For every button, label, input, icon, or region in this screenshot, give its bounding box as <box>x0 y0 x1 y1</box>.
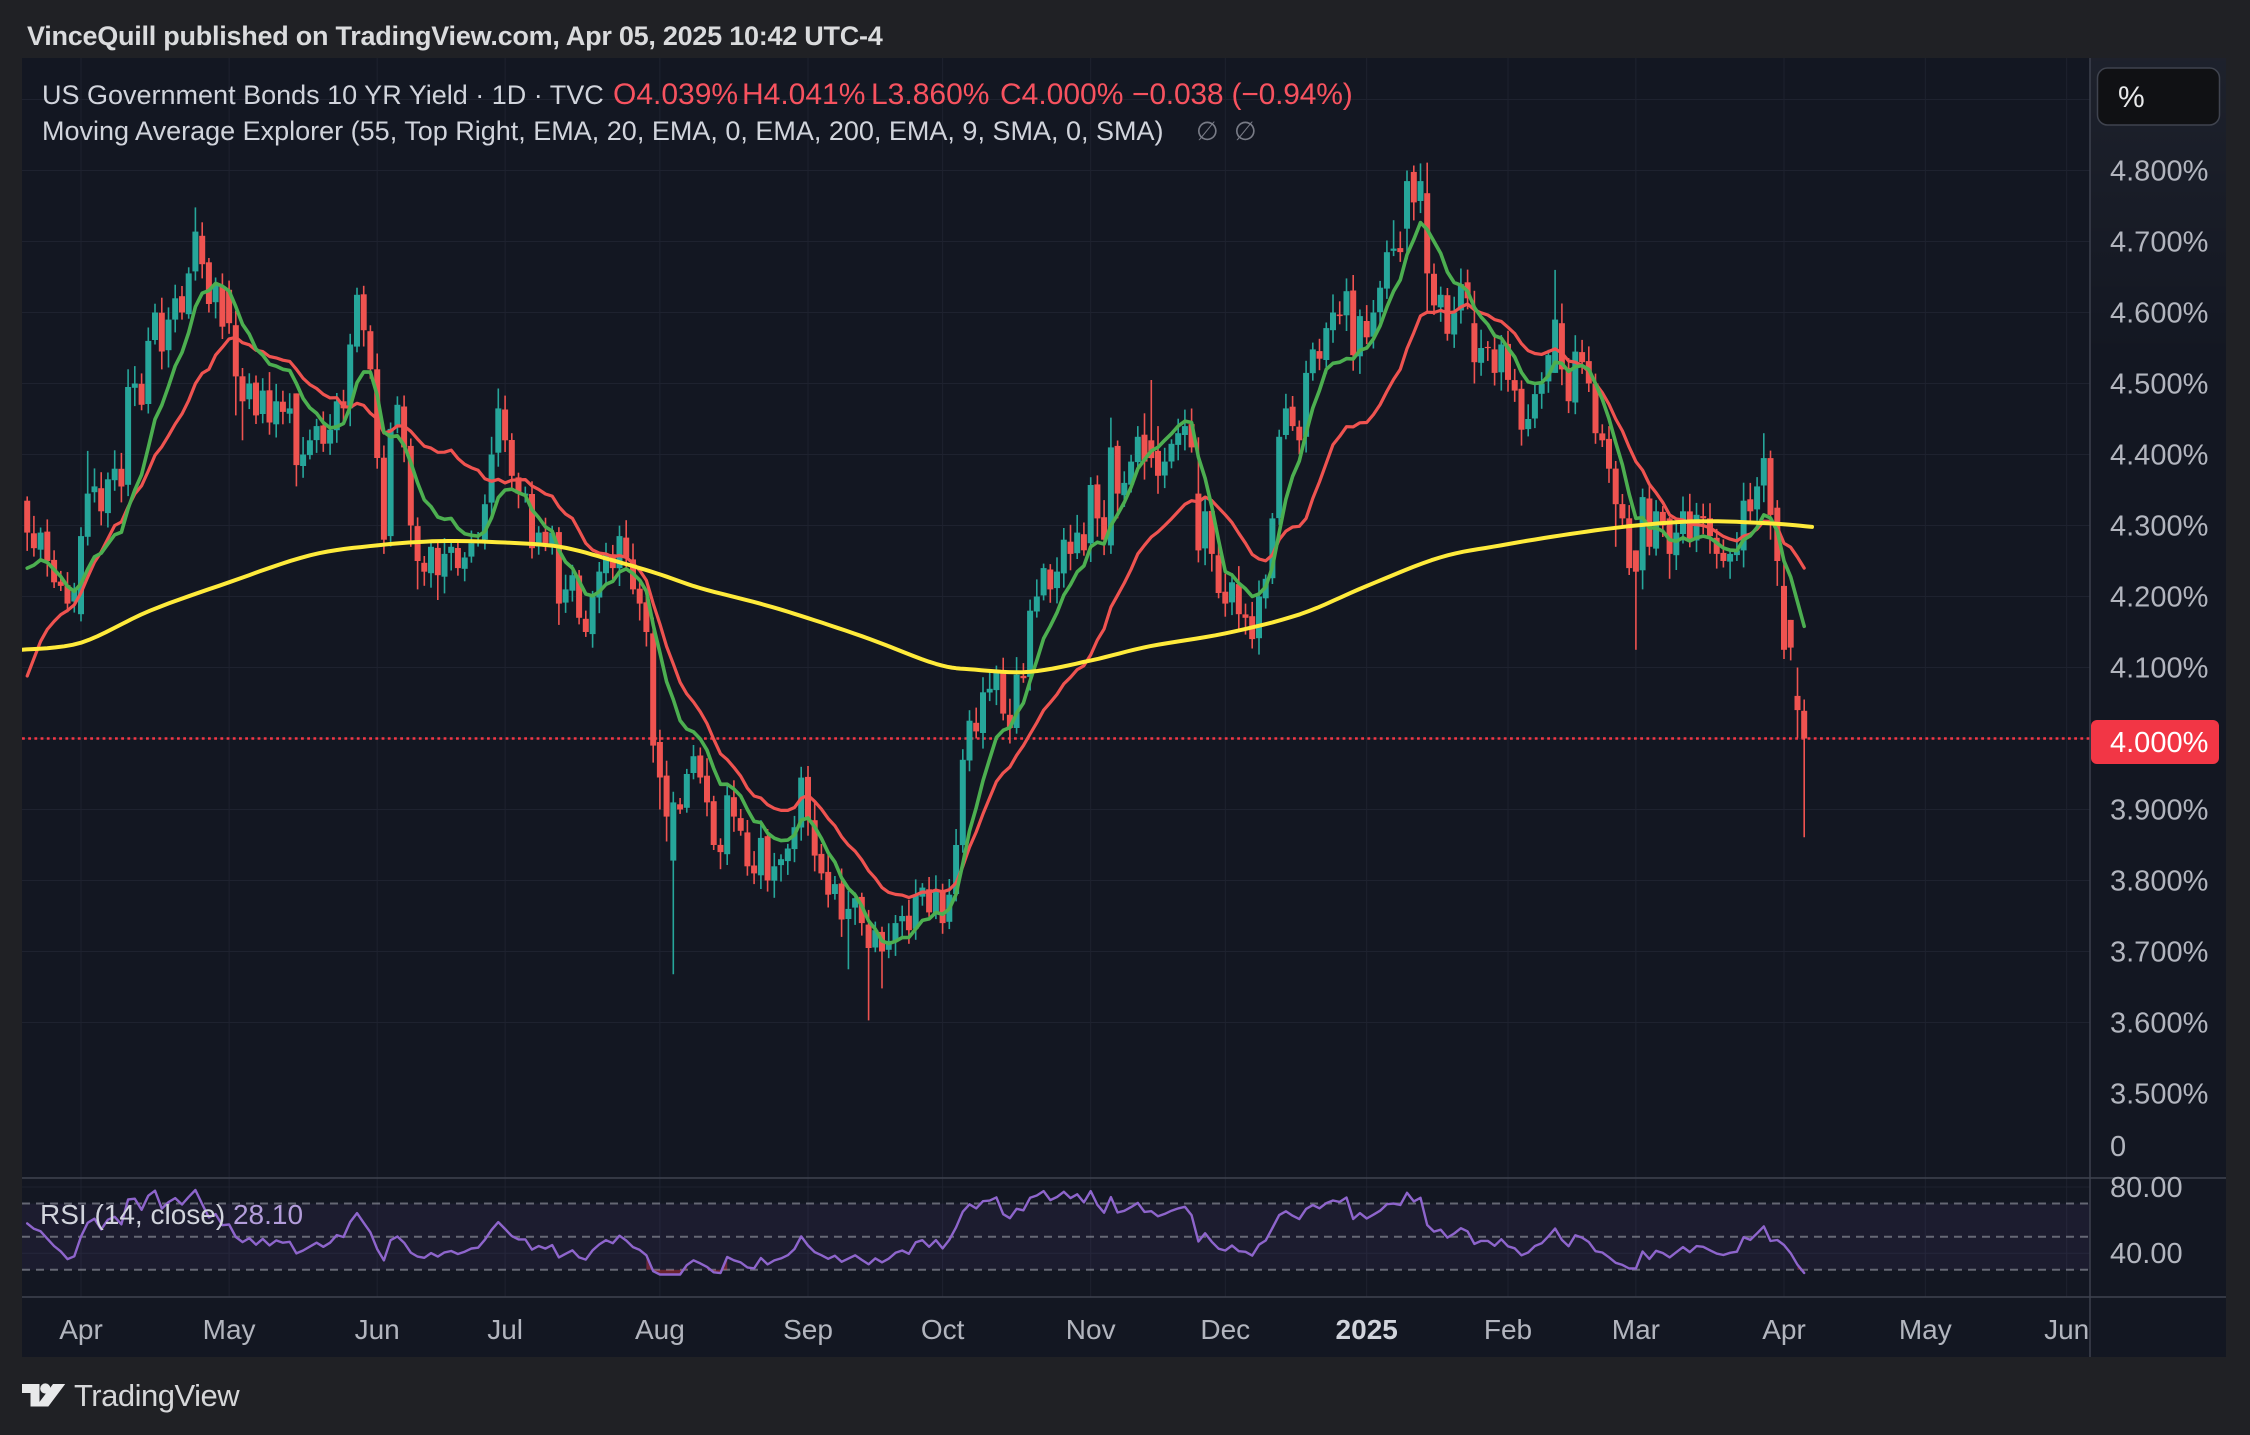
svg-text:80.00: 80.00 <box>2110 1172 2183 1204</box>
svg-text:4.800%: 4.800% <box>2110 156 2208 188</box>
svg-text:Dec: Dec <box>1200 1314 1250 1345</box>
svg-text:Apr: Apr <box>1762 1314 1806 1345</box>
svg-text:Mar: Mar <box>1612 1314 1660 1345</box>
svg-text:Jun: Jun <box>2044 1314 2089 1345</box>
svg-text:Oct: Oct <box>921 1314 965 1345</box>
svg-text:3.700%: 3.700% <box>2110 937 2208 969</box>
svg-text:3.600%: 3.600% <box>2110 1008 2208 1040</box>
svg-text:Sep: Sep <box>783 1314 833 1345</box>
svg-text:0: 0 <box>2110 1131 2126 1163</box>
svg-text:4.400%: 4.400% <box>2110 440 2208 472</box>
svg-text:Nov: Nov <box>1066 1314 1116 1345</box>
svg-text:May: May <box>1899 1314 1952 1345</box>
svg-text:4.100%: 4.100% <box>2110 653 2208 685</box>
svg-text:2025: 2025 <box>1336 1314 1398 1345</box>
svg-text:4.000%: 4.000% <box>2110 727 2208 759</box>
svg-text:Apr: Apr <box>59 1314 103 1345</box>
svg-text:RSI (14, close) 28.10: RSI (14, close) 28.10 <box>40 1199 303 1230</box>
svg-text:US Government Bonds 10 YR Yiel: US Government Bonds 10 YR Yield · 1D · T… <box>42 78 1353 111</box>
svg-text:Jun: Jun <box>355 1314 400 1345</box>
svg-text:3.900%: 3.900% <box>2110 795 2208 827</box>
svg-text:4.300%: 4.300% <box>2110 511 2208 543</box>
svg-text:4.500%: 4.500% <box>2110 369 2208 401</box>
svg-text:4.700%: 4.700% <box>2110 227 2208 259</box>
svg-text:3.500%: 3.500% <box>2110 1079 2208 1111</box>
svg-text:4.600%: 4.600% <box>2110 298 2208 330</box>
svg-text:Aug: Aug <box>635 1314 685 1345</box>
svg-text:Moving Average Explorer (55, T: Moving Average Explorer (55, Top Right, … <box>42 116 1257 146</box>
svg-text:May: May <box>203 1314 256 1345</box>
svg-text:3.800%: 3.800% <box>2110 866 2208 898</box>
svg-text:Jul: Jul <box>487 1314 523 1345</box>
svg-text:Feb: Feb <box>1484 1314 1532 1345</box>
svg-text:40.00: 40.00 <box>2110 1238 2183 1270</box>
svg-text:4.200%: 4.200% <box>2110 582 2208 614</box>
svg-text:%: % <box>2118 81 2145 114</box>
